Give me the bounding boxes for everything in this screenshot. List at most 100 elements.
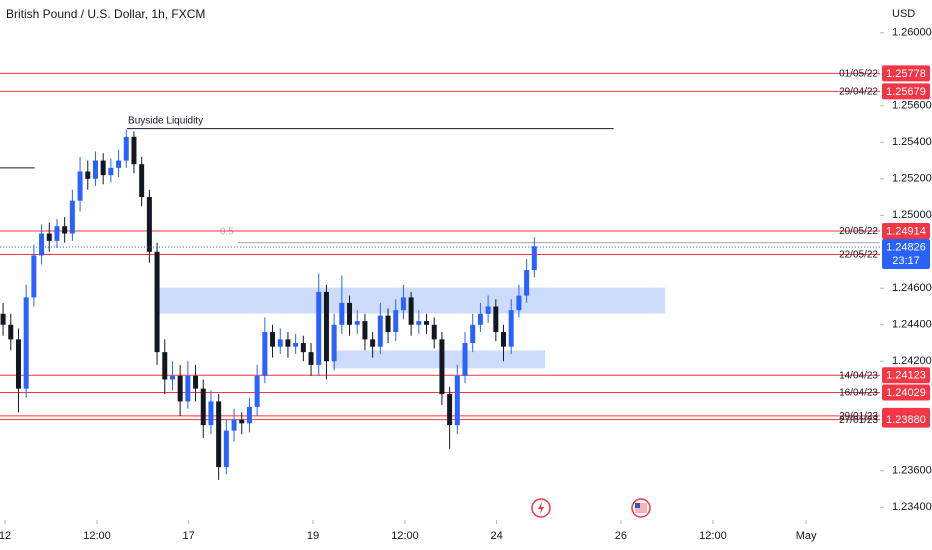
y-tick-label: 1.24400 — [892, 319, 932, 331]
candle-body — [254, 375, 260, 407]
level-price: 1.24914 — [886, 225, 926, 237]
level-label: 20/05/22 — [839, 226, 878, 237]
level-label: 16/04/23 — [839, 388, 878, 399]
candle-body — [308, 352, 314, 365]
candle-body — [501, 332, 507, 347]
candle-body — [277, 339, 283, 347]
candle-body — [508, 310, 514, 347]
candle-body — [223, 430, 229, 468]
candle-body — [323, 291, 329, 362]
level-label: 01/05/22 — [839, 68, 878, 79]
candle-body — [462, 343, 468, 376]
flag-icon[interactable] — [631, 498, 651, 518]
candle-body — [416, 321, 422, 325]
x-tick-label: May — [796, 530, 817, 542]
current-price: 1.24826 — [886, 241, 926, 253]
candle-body — [216, 401, 222, 468]
candle-body — [516, 295, 522, 311]
candle-body — [531, 246, 537, 271]
flag-icon-stripes — [635, 503, 647, 513]
candle-body — [46, 233, 52, 241]
x-tick-label: 19 — [307, 530, 319, 542]
level-label: 29/01/23 — [839, 411, 878, 422]
level-price: 1.24029 — [886, 387, 926, 399]
candle-body — [246, 406, 252, 424]
x-tick-label: 26 — [615, 530, 627, 542]
candle-body — [239, 419, 245, 424]
y-tick-label: 1.25600 — [892, 100, 932, 112]
candle-body — [131, 136, 137, 165]
x-tick-label: 17 — [183, 530, 195, 542]
candle-body — [31, 255, 37, 298]
y-tick-label: 1.25000 — [892, 209, 932, 221]
candle-body — [454, 375, 460, 426]
candle-body — [169, 375, 175, 380]
candle-body — [85, 171, 91, 179]
event-icon-bolt — [538, 502, 544, 514]
candle-body — [123, 136, 129, 161]
candle-body — [116, 160, 122, 168]
candle-body — [370, 339, 376, 347]
candle-body — [293, 343, 299, 347]
candle-body — [331, 324, 337, 362]
level-label: 27/01/23 — [839, 415, 878, 426]
candle-body — [54, 226, 60, 241]
candle-body — [300, 343, 306, 353]
event-icon[interactable] — [531, 498, 551, 518]
candle-body — [262, 332, 268, 376]
candle-body — [408, 297, 414, 325]
x-tick-label: 12:00 — [699, 530, 727, 542]
candle-body — [347, 302, 353, 325]
candle-body — [493, 306, 499, 333]
candle-body — [77, 171, 83, 201]
candle-body — [285, 339, 291, 347]
candle-body — [139, 164, 145, 198]
candle-body — [100, 160, 106, 176]
candle-body — [69, 200, 75, 234]
level-price-box — [882, 65, 930, 82]
candle-body — [208, 401, 214, 426]
candle-body — [431, 324, 437, 340]
level-price: 1.23880 — [886, 414, 926, 426]
candle-body — [8, 324, 14, 340]
candle-body — [231, 419, 237, 431]
candle-body — [447, 394, 453, 426]
y-tick-label: 1.24200 — [892, 355, 932, 367]
flag-icon-canton — [635, 503, 640, 508]
candle-body — [200, 388, 206, 426]
y-tick-label: 1.25400 — [892, 136, 932, 148]
level-price-box — [882, 367, 930, 384]
y-tick-label: 1.23400 — [892, 501, 932, 513]
fib-label: 0.5 — [220, 226, 234, 237]
current-price-box — [882, 239, 930, 270]
y-tick-label: 1.23600 — [892, 465, 932, 477]
zone — [332, 350, 546, 369]
y-tick-label: 1.24600 — [892, 282, 932, 294]
x-tick-label: 12 — [0, 530, 11, 542]
candle-body — [146, 197, 152, 252]
candle-body — [377, 315, 383, 347]
candle-body — [23, 297, 29, 389]
candle-body — [193, 375, 199, 389]
candle-body — [470, 324, 476, 344]
currency-label: USD — [892, 8, 915, 20]
level-label: 14/04/23 — [839, 370, 878, 381]
chart-title: British Pound / U.S. Dollar, 1h, FXCM — [6, 7, 205, 21]
candle-body — [524, 270, 530, 296]
candle-body — [162, 352, 168, 380]
level-price: 1.25778 — [886, 68, 926, 80]
level-price: 1.24123 — [886, 370, 926, 382]
candle-body — [424, 321, 430, 325]
level-price-box — [882, 222, 930, 239]
x-tick-label: 12:00 — [83, 530, 111, 542]
candle-body — [477, 313, 483, 325]
candle-body — [354, 321, 360, 325]
y-tick-label: 1.25200 — [892, 173, 932, 185]
candle-body — [0, 313, 6, 325]
candle-body — [393, 310, 399, 333]
x-tick-label: 24 — [490, 530, 502, 542]
candle-body — [485, 306, 491, 314]
candle-body — [400, 297, 406, 311]
